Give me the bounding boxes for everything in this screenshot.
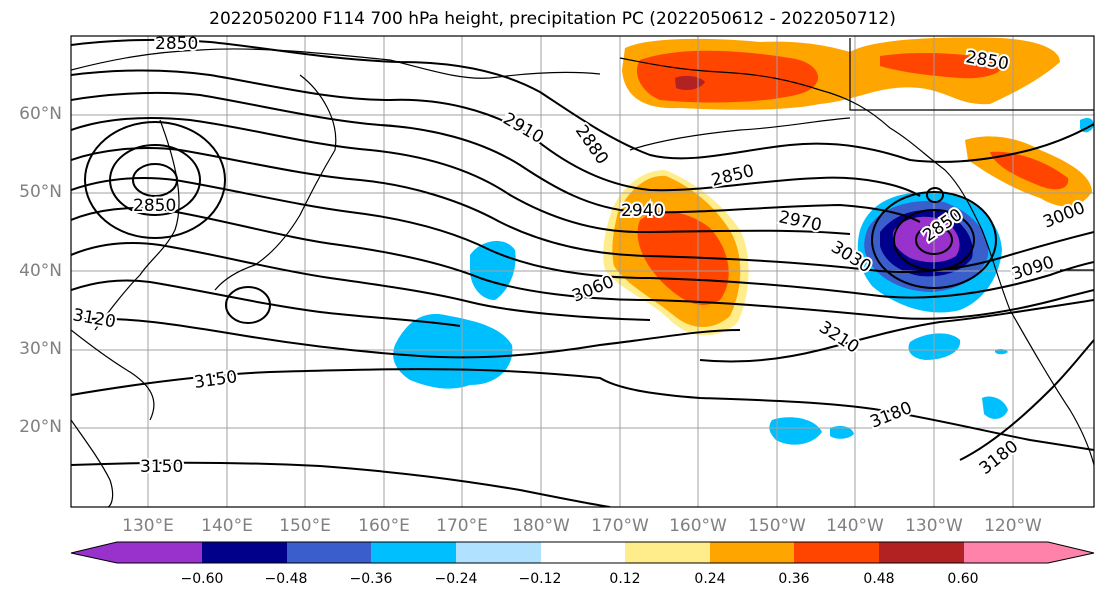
lon-label-180w: 180°W [512, 516, 570, 536]
colorbar-tick-label: 0.60 [947, 571, 979, 587]
positive-anomaly-arctic-east [880, 53, 1003, 79]
negative-anomaly-south-1 [769, 417, 822, 445]
contour-label-3150: 3150 [193, 367, 239, 393]
lon-label-150e: 150°E [279, 516, 331, 536]
colorbar-tick-label: −0.12 [518, 571, 562, 587]
colorbar-tick-label: 0.48 [863, 571, 895, 587]
lon-label-160e: 160°E [358, 516, 410, 536]
contour-label-2850: 2850 [709, 161, 756, 191]
contour-label-3180: 3180 [976, 437, 1022, 479]
contour-label-3150: 3150 [140, 457, 183, 477]
precip-anomaly-shading [393, 37, 1094, 445]
coastlines [71, 38, 1094, 507]
colorbar-tick-label: 0.12 [609, 571, 641, 587]
positive-anomaly-central-pacific-core [637, 211, 729, 305]
colorbar-tick-label: 0.24 [694, 571, 726, 587]
map-frame [70, 35, 1095, 508]
lat-label-60n: 60°N [19, 104, 62, 124]
colorbar-tick-label: −0.24 [434, 571, 478, 587]
lon-label-170w: 170°W [591, 516, 649, 536]
colorbar-tick-label: −0.48 [264, 571, 308, 587]
graticule [71, 36, 1094, 507]
colorbar-tick-label: 0.36 [778, 571, 810, 587]
lon-label-130e: 130°E [122, 516, 174, 536]
lat-label-50n: 50°N [19, 182, 62, 202]
contour-label-2850: 2850 [133, 196, 176, 216]
lat-label-30n: 30°N [19, 339, 62, 359]
positive-anomaly-arctic-core [636, 50, 819, 103]
lon-label-140w: 140°W [826, 516, 884, 536]
lon-label-120w: 120°W [984, 516, 1042, 536]
negative-anomaly-dateline [470, 240, 516, 300]
contour-label-2940: 2940 [621, 201, 664, 221]
height-contours [71, 38, 1094, 507]
lat-label-20n: 20°N [19, 417, 62, 437]
lon-label-170e: 170°E [436, 516, 488, 536]
contour-label-2880: 2880 [571, 121, 612, 168]
lat-label-40n: 40°N [19, 261, 62, 281]
positive-anomaly-bc-core [990, 151, 1069, 190]
contour-label-3180: 3180 [867, 398, 915, 433]
negative-anomaly-baja [982, 396, 1008, 419]
negative-anomaly-south-2 [830, 426, 854, 439]
lon-label-130w: 130°W [905, 516, 963, 536]
colorbar-tick-label: −0.60 [180, 571, 224, 587]
colorbar-tick-label: −0.36 [349, 571, 393, 587]
lon-label-140e: 140°E [201, 516, 253, 536]
map-title: 2022050200 F114 700 hPa height, precipit… [209, 9, 896, 29]
contour-label-3060: 3060 [569, 272, 617, 307]
lon-label-160w: 160°W [669, 516, 727, 536]
lon-label-150w: 150°W [748, 516, 806, 536]
contour-label-2850: 2850 [155, 34, 198, 54]
